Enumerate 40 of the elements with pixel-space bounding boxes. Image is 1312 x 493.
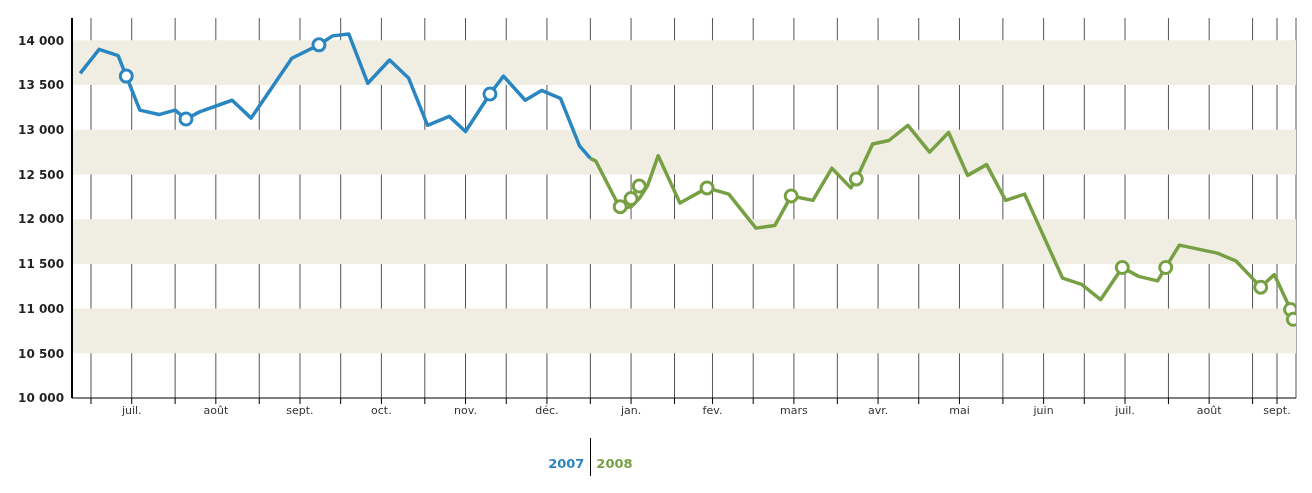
y-tick-label: 14 000: [18, 33, 64, 48]
y-tick-label: 12 000: [18, 212, 64, 227]
text: 2007: [548, 456, 585, 471]
y-tick-label: 10 000: [18, 391, 64, 406]
point: [482, 86, 498, 102]
point: [118, 68, 134, 84]
x-tick-label: mai: [949, 403, 970, 417]
x-tick-label: oct.: [371, 403, 392, 417]
point: [783, 188, 799, 204]
x-tick-label: avr.: [867, 403, 889, 417]
x-tick-label: août: [203, 403, 229, 417]
point: [311, 37, 327, 53]
point: [1114, 259, 1130, 275]
point: [612, 199, 628, 215]
x-tick-label: sept.: [1263, 403, 1291, 417]
x-tick-label: juin: [1032, 403, 1054, 417]
point: [699, 180, 715, 196]
x-tick-label: sept.: [286, 403, 314, 417]
y-tick-label: 13 000: [18, 123, 64, 138]
point: [178, 111, 194, 127]
y-tick-label: 10 500: [18, 346, 64, 361]
x-tick-label: jan.: [619, 403, 642, 417]
x-tick-label: août: [1196, 403, 1223, 417]
x-tick-label: juil.: [1114, 403, 1135, 417]
line-series: [78, 32, 593, 161]
x-tick-label: mars: [780, 403, 809, 417]
y-tick-label: 13 500: [18, 78, 64, 93]
x-tick-label: juil.: [120, 403, 142, 417]
point: [623, 191, 639, 207]
x-tick-label: fev.: [702, 403, 723, 417]
point: [631, 178, 647, 194]
y-tick-label: 12 500: [18, 167, 64, 182]
text: 2008: [596, 456, 633, 471]
point: [1253, 279, 1269, 295]
point: [848, 171, 864, 187]
x-tick-label: nov.: [454, 403, 477, 417]
y-tick-label: 11 000: [18, 301, 64, 316]
point: [1158, 259, 1174, 275]
y-tick-label: 11 500: [18, 257, 64, 272]
x-tick-label: déc.: [535, 403, 559, 417]
